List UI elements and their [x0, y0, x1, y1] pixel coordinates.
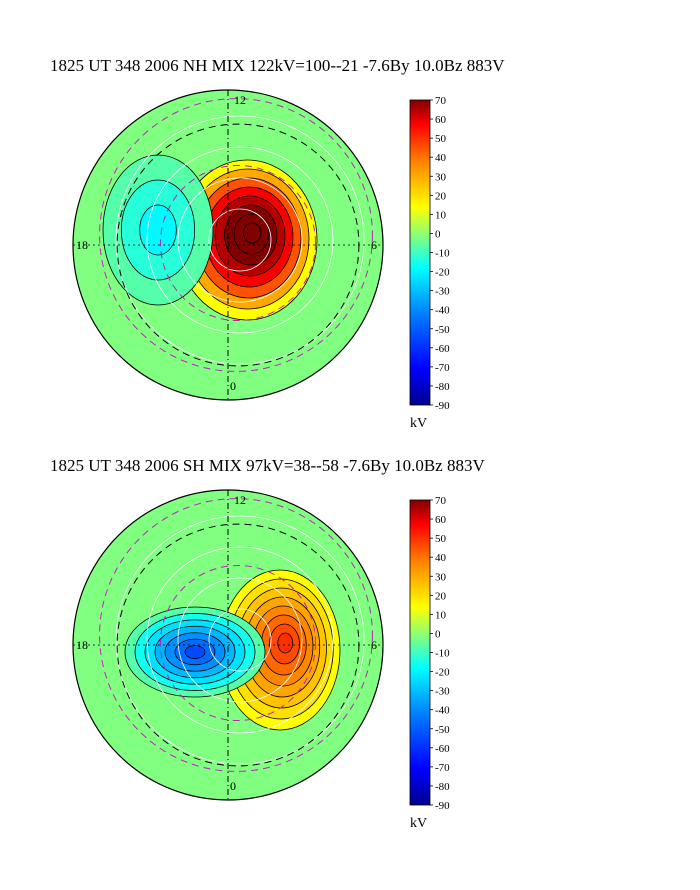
- colorbar-tick-label: 70: [435, 495, 447, 507]
- colorbar-tick-label: -30: [435, 286, 450, 298]
- colorbar-tick-label: 20: [435, 590, 447, 602]
- magenta-boundary: [99, 98, 373, 372]
- colorbar-tick-label: 60: [435, 514, 447, 526]
- colorbar-tick-label: 40: [435, 152, 447, 164]
- colorbar-tick-label: -80: [435, 381, 450, 393]
- colorbar-tick-label: 20: [435, 190, 447, 202]
- colorbar-tick-label: -10: [435, 248, 450, 260]
- mlt-label-18: 18: [76, 238, 88, 252]
- colorbar-tick-label: -60: [435, 743, 450, 755]
- colorbar-tick-label: 30: [435, 171, 447, 183]
- mlt-label-12: 12: [234, 493, 246, 507]
- mlt-label-0: 0: [230, 379, 236, 393]
- mlt-label-0: 0: [230, 779, 236, 793]
- latitude-circle: [146, 146, 334, 334]
- colorbar: [409, 499, 431, 806]
- colorbar-tick-label: -20: [435, 667, 450, 679]
- colorbar-tick-label: -40: [435, 305, 450, 317]
- colorbar-tick-label: 70: [435, 95, 447, 107]
- negative-contour: [139, 204, 177, 256]
- colorbar-tick-label: -70: [435, 762, 450, 774]
- colorbar-tick-label: 30: [435, 571, 447, 583]
- colorbar-tick-label: -70: [435, 362, 450, 374]
- nh-contour-field: [73, 90, 383, 400]
- nh-panel: 126018706050403020100-10-20-30-40-50-60-…: [72, 89, 450, 431]
- colorbar-tick-label: 0: [435, 228, 441, 240]
- latitude-circle: [208, 208, 272, 272]
- latitude-circle: [146, 546, 334, 734]
- colorbar-tick-label: 50: [435, 133, 447, 145]
- colorbar-tick-label: -50: [435, 324, 450, 336]
- latitude-circle: [177, 577, 303, 703]
- colorbar-tick-label: 40: [435, 552, 447, 564]
- colorbar-unit: kV: [410, 416, 427, 431]
- colorbar-tick-label: -80: [435, 781, 450, 793]
- mlt-label-6: 6: [371, 238, 377, 252]
- mlt-label-6: 6: [371, 638, 377, 652]
- colorbar-tick-label: -90: [435, 400, 450, 412]
- positive-contour: [243, 222, 262, 244]
- colorbar-tick-label: 10: [435, 609, 447, 621]
- magenta-boundary: [160, 165, 316, 321]
- colorbar-tick-label: 10: [435, 209, 447, 221]
- nh-chart-title: 1825 UT 348 2006 NH MIX 122kV=100--21 -7…: [50, 56, 505, 75]
- colorbar-tick-label: 50: [435, 533, 447, 545]
- colorbar-tick-label: -90: [435, 800, 450, 812]
- latitude-circle: [208, 608, 272, 672]
- mlt-label-12: 12: [234, 93, 246, 107]
- negative-contour: [184, 645, 206, 659]
- colorbar-tick-label: -50: [435, 724, 450, 736]
- mlt-label-18: 18: [76, 638, 88, 652]
- positive-contour: [277, 632, 294, 654]
- magenta-boundary: [99, 498, 373, 772]
- colorbar-tick-label: -40: [435, 705, 450, 717]
- colorbar-tick-label: -30: [435, 686, 450, 698]
- latitude-circle: [177, 177, 303, 303]
- colorbar-tick-label: 0: [435, 628, 441, 640]
- colorbar: [409, 99, 431, 406]
- sh-panel: 126018706050403020100-10-20-30-40-50-60-…: [72, 489, 450, 831]
- colorbar-unit: kV: [410, 816, 427, 831]
- magenta-boundary: [160, 565, 316, 721]
- sh-contour-field: [73, 490, 383, 800]
- latitude-circle: [115, 115, 365, 365]
- colorbar-tick-label: -20: [435, 267, 450, 279]
- colorbar-tick-label: -60: [435, 343, 450, 355]
- sh-chart-title: 1825 UT 348 2006 SH MIX 97kV=38--58 -7.6…: [50, 456, 485, 475]
- colorbar-tick-label: -10: [435, 648, 450, 660]
- colorbar-tick-label: 60: [435, 114, 447, 126]
- polar-outline: [72, 489, 384, 801]
- latitude-circle: [115, 515, 365, 765]
- polar-outline: [72, 89, 384, 401]
